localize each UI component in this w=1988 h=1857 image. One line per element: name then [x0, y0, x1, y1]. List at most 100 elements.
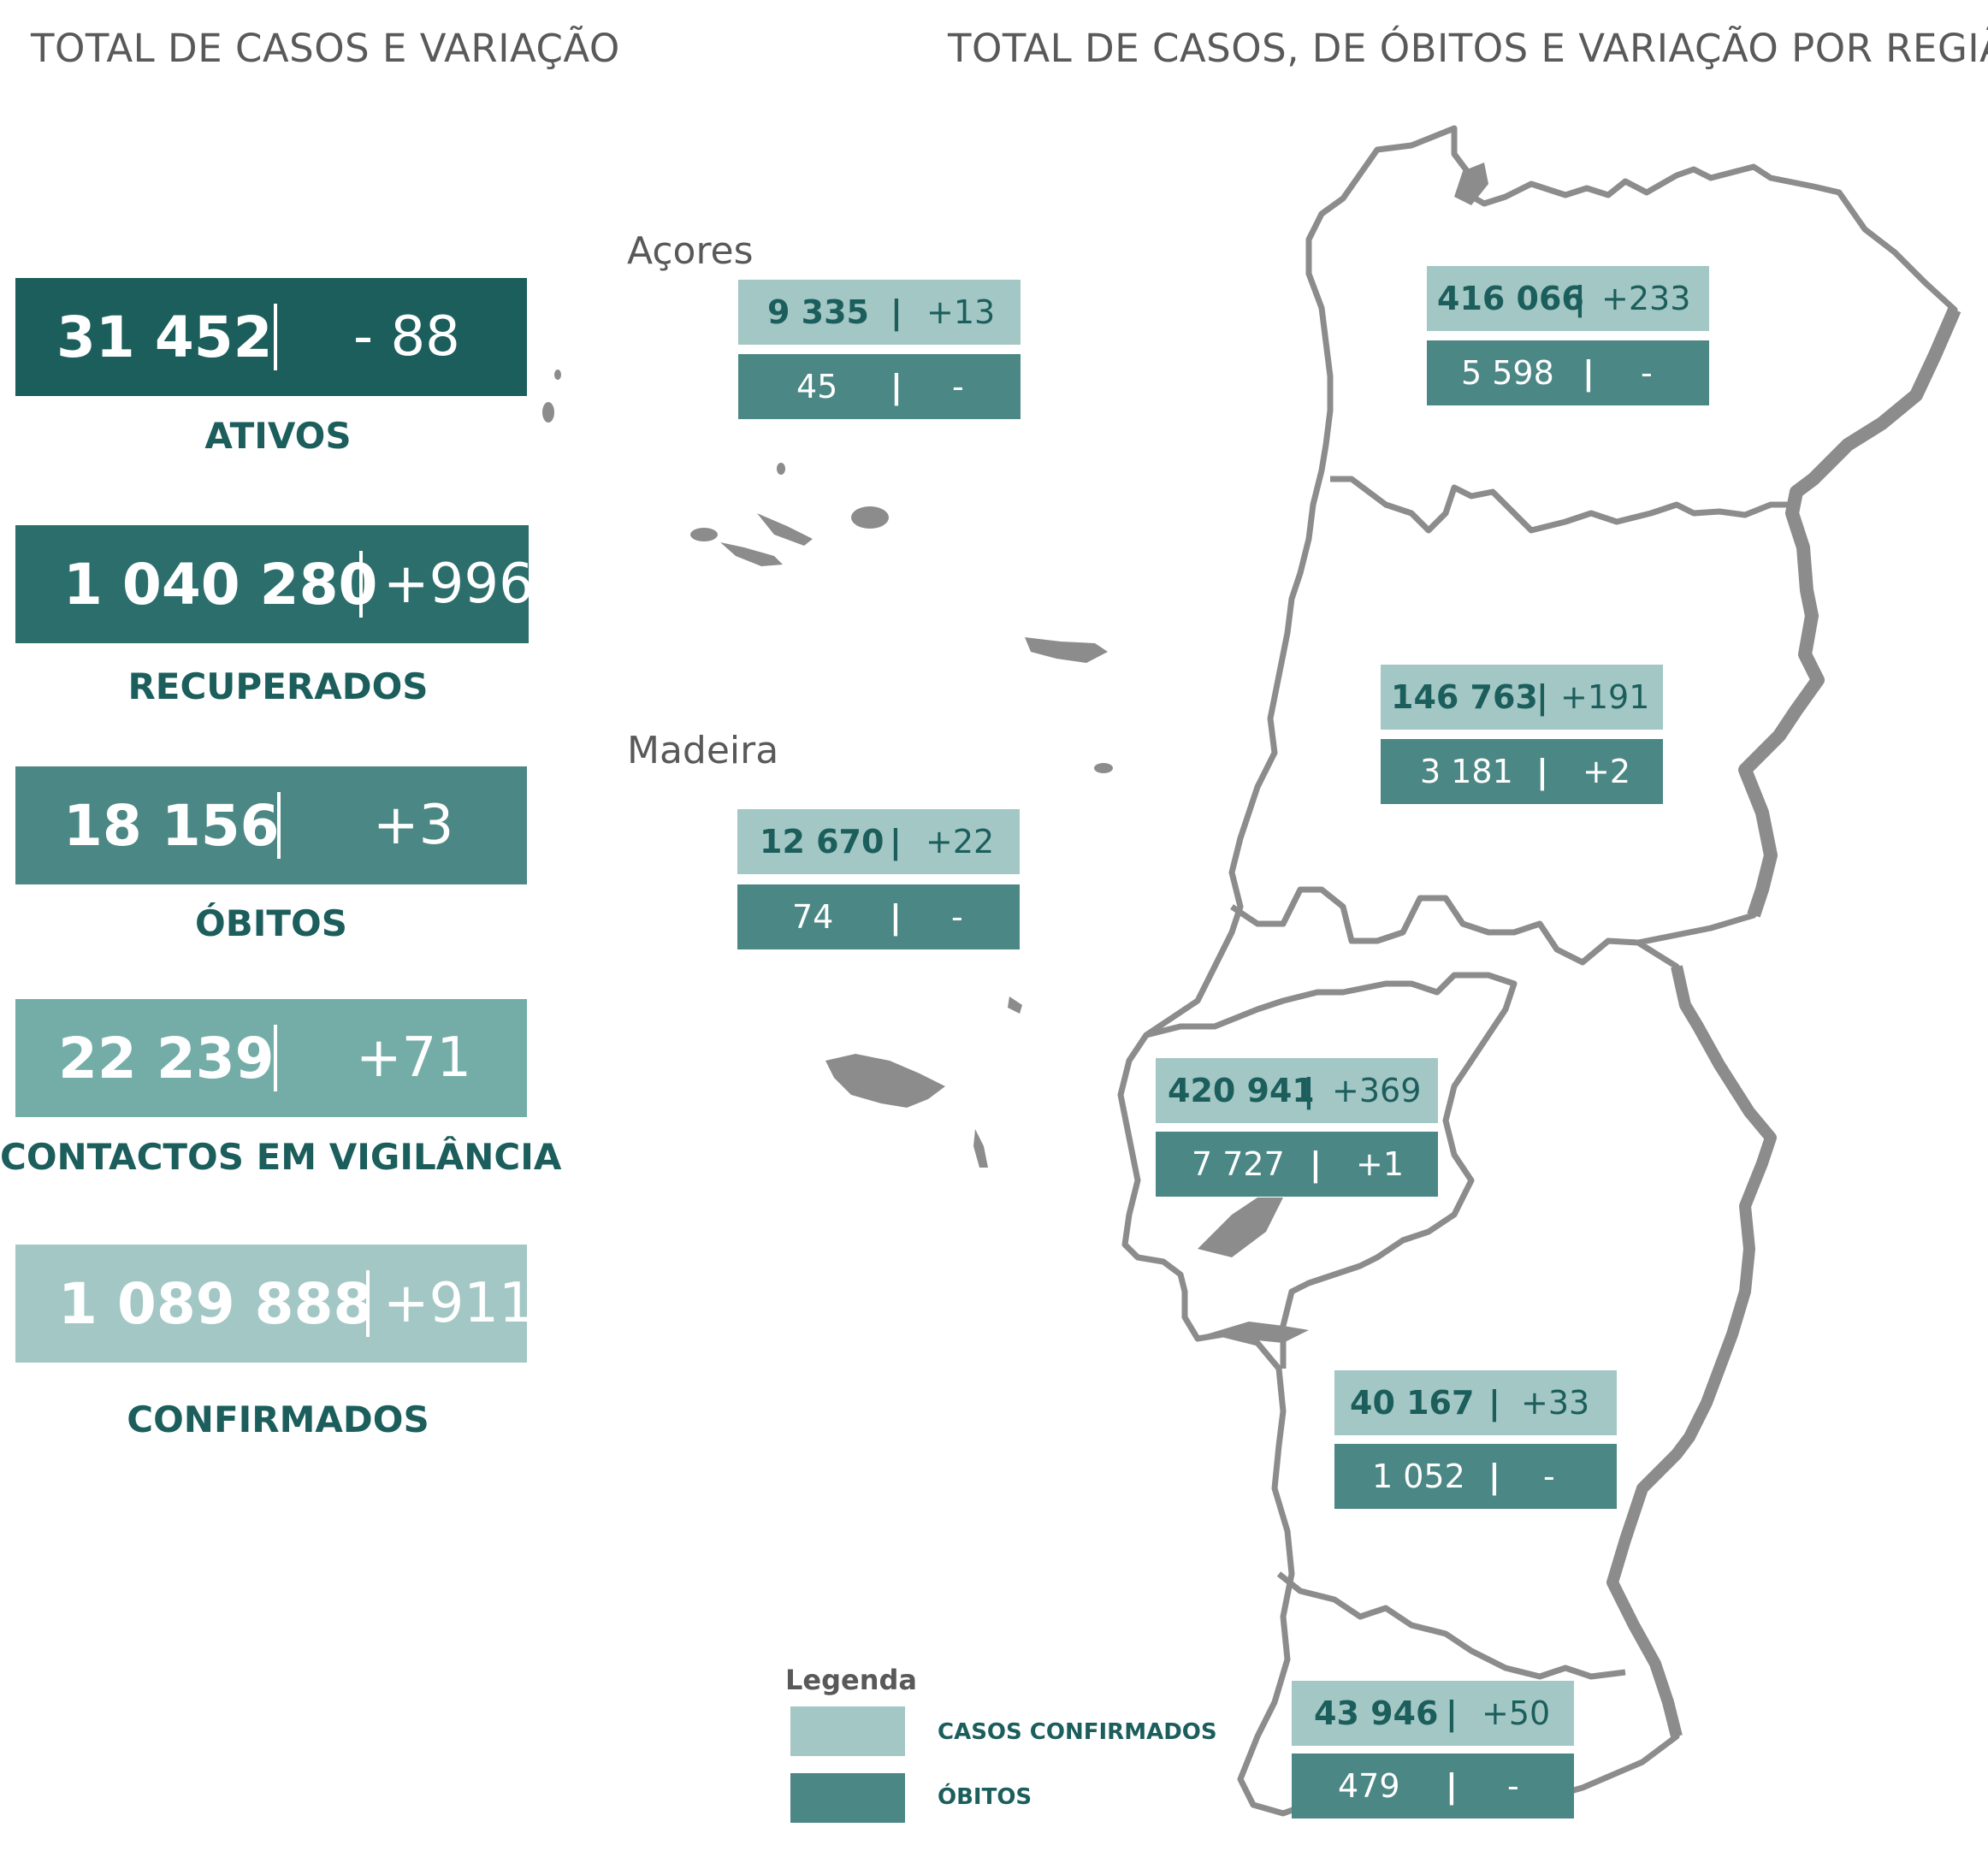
- norte-deaths-delta: -: [1641, 354, 1653, 392]
- norte-lake: [1454, 163, 1488, 205]
- madeira-deaths-delta: -: [951, 898, 963, 936]
- obitos-delta: +3: [373, 794, 454, 857]
- algarve-deaths: 479: [1338, 1767, 1400, 1805]
- border-norte-centro: [1330, 476, 1792, 534]
- lisboa-cases-delta: +369: [1332, 1072, 1422, 1109]
- legend-label-confirmed: CASOS CONFIRMADOS: [938, 1719, 1217, 1745]
- recuperados-value: 1 040 280: [63, 551, 378, 618]
- tejo-estuary: [1198, 1198, 1283, 1257]
- norte-cases-delta: +233: [1601, 280, 1691, 317]
- legend-title: Legenda: [785, 1664, 917, 1696]
- madeira-cases-delta: +22: [926, 823, 995, 860]
- centro-cases-sep: |: [1536, 678, 1548, 716]
- acores-deaths: 45: [796, 368, 838, 405]
- centro-deaths: 3 181: [1420, 753, 1513, 790]
- eastern-border: [1738, 306, 1961, 918]
- centro-deaths-sep: |: [1536, 753, 1548, 790]
- algarve-deaths-delta: -: [1507, 1767, 1519, 1805]
- alentejo-cases-sep: |: [1488, 1384, 1500, 1422]
- ativos-label: ATIVOS: [204, 415, 352, 457]
- confirmados-card: 1 089 888 +911: [15, 1245, 534, 1363]
- acores-label: Açores: [627, 229, 754, 273]
- acores-cases-box: 9 335 | +13: [738, 280, 1021, 345]
- algarve-cases-sep: |: [1446, 1694, 1458, 1732]
- madeira-cases-box: 12 670 | +22: [737, 809, 1020, 874]
- acores-deaths-delta: -: [952, 368, 964, 405]
- lisboa-cases-sep: |: [1303, 1072, 1315, 1109]
- alentejo-cases-box: 40 167 | +33: [1334, 1370, 1617, 1435]
- alentejo-cases-delta: +33: [1521, 1384, 1590, 1422]
- acores-deaths-sep: |: [890, 368, 902, 405]
- recuperados-separator: [359, 551, 363, 618]
- recuperados-delta: +996: [383, 553, 534, 616]
- confirmados-delta: +911: [383, 1272, 534, 1335]
- madeira-islands: [825, 763, 1113, 1168]
- algarve-cases-delta: +50: [1482, 1694, 1551, 1732]
- southeastern-border: [1606, 965, 1777, 1738]
- lisboa-cases-box: 420 941 | +369: [1156, 1058, 1438, 1123]
- alentejo-deaths-sep: |: [1488, 1458, 1500, 1495]
- ativos-delta: - 88: [353, 305, 460, 369]
- lisboa-deaths-sep: |: [1310, 1145, 1322, 1183]
- alentejo-deaths-delta: -: [1543, 1458, 1555, 1495]
- border-centro-lisboa: [1230, 886, 1639, 966]
- algarve-cases: 43 946: [1314, 1694, 1439, 1732]
- norte-deaths-box: 5 598 | -: [1427, 340, 1709, 405]
- confirmados-label: CONFIRMADOS: [127, 1399, 429, 1440]
- acores-islands: [542, 370, 1108, 663]
- centro-cases-box: 146 763 | +191: [1381, 665, 1663, 730]
- confirmados-value: 1 089 888: [58, 1270, 373, 1337]
- lisboa-deaths: 7 727: [1192, 1145, 1285, 1183]
- obitos-label: ÓBITOS: [195, 902, 347, 944]
- norte-cases: 416 066: [1437, 280, 1584, 317]
- border-lisboa-alentejo: [1145, 972, 1518, 1369]
- recuperados-label: RECUPERADOS: [127, 665, 429, 707]
- centro-deaths-box: 3 181 | +2: [1381, 739, 1663, 804]
- ativos-card: 31 452 - 88: [15, 278, 527, 396]
- norte-cases-sep: |: [1574, 280, 1586, 317]
- norte-deaths: 5 598: [1461, 354, 1554, 392]
- acores-cases-sep: |: [890, 293, 902, 331]
- legend-swatch-confirmed: [790, 1706, 905, 1756]
- alentejo-deaths: 1 052: [1372, 1458, 1465, 1495]
- recuperados-card: 1 040 280 +996: [15, 525, 534, 643]
- madeira-deaths-box: 74 | -: [737, 884, 1020, 949]
- obitos-value: 18 156: [63, 792, 280, 859]
- norte-cases-box: 416 066 | +233: [1427, 266, 1709, 331]
- ativos-value: 31 452: [56, 304, 273, 370]
- left-heading: TOTAL DE CASOS E VARIAÇÃO: [31, 26, 620, 71]
- lisboa-deaths-box: 7 727 | +1: [1156, 1132, 1438, 1197]
- alentejo-deaths-box: 1 052 | -: [1334, 1444, 1617, 1509]
- lisboa-deaths-delta: +1: [1356, 1145, 1405, 1183]
- centro-cases-delta: +191: [1560, 678, 1650, 716]
- madeira-cases: 12 670: [760, 823, 885, 860]
- lisboa-cases: 420 941: [1168, 1072, 1315, 1109]
- contactos-value: 22 239: [58, 1025, 275, 1091]
- contactos-delta: +71: [356, 1026, 472, 1090]
- contactos-label: CONTACTOS EM VIGILÂNCIA: [0, 1136, 562, 1178]
- obitos-card: 18 156 +3: [15, 766, 527, 884]
- algarve-cases-box: 43 946 | +50: [1292, 1681, 1574, 1746]
- norte-deaths-sep: |: [1583, 354, 1595, 392]
- ativos-separator: [274, 304, 277, 370]
- madeira-deaths-sep: |: [890, 898, 902, 936]
- legend-label-deaths: ÓBITOS: [938, 1784, 1032, 1810]
- border-alentejo-algarve: [1276, 1571, 1626, 1680]
- legend-swatch-deaths: [790, 1773, 905, 1823]
- obitos-separator: [277, 792, 281, 859]
- madeira-label: Madeira: [627, 729, 779, 772]
- acores-cases-delta: +13: [926, 293, 996, 331]
- confirmados-separator: [366, 1270, 370, 1337]
- madeira-deaths: 74: [792, 898, 834, 936]
- alentejo-cases: 40 167: [1350, 1384, 1475, 1422]
- sado-estuary: [1206, 1322, 1309, 1343]
- acores-cases: 9 335: [767, 293, 869, 331]
- contactos-card: 22 239 +71: [15, 999, 527, 1117]
- acores-deaths-box: 45 | -: [738, 354, 1021, 419]
- madeira-cases-sep: |: [890, 823, 902, 860]
- algarve-deaths-sep: |: [1446, 1767, 1458, 1805]
- right-heading: TOTAL DE CASOS, DE ÓBITOS E VARIAÇÃO POR…: [948, 26, 1988, 71]
- algarve-deaths-box: 479 | -: [1292, 1754, 1574, 1819]
- contactos-separator: [274, 1025, 277, 1091]
